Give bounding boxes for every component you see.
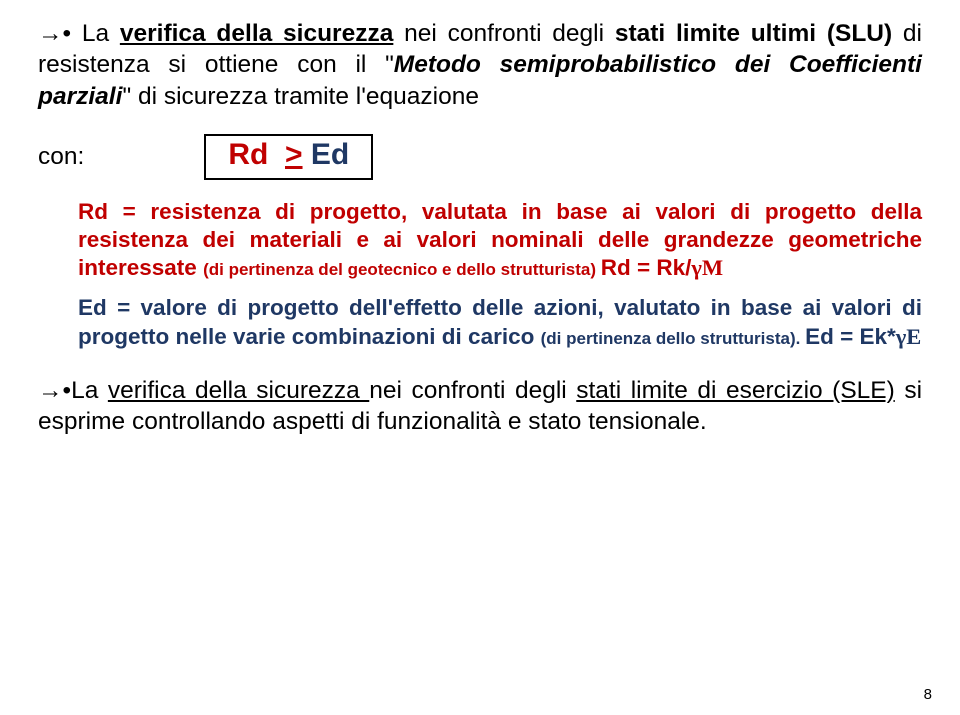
rd-tail: Rd = Rk/ (601, 255, 692, 280)
para2-t1: La (71, 377, 108, 404)
document-page: →• La verifica della sicurezza nei confr… (0, 0, 960, 715)
ed-definition: Ed = valore di progetto dell'effetto del… (78, 294, 922, 350)
rd-small: (di pertinenza del geotecnico e dello st… (203, 260, 601, 279)
para2-underline-1: verifica della sicurezza (108, 377, 369, 404)
ed-gamma: γE (896, 324, 922, 349)
arrow-bullet-icon: →• (38, 377, 71, 404)
para2-t3: nei confronti degli (369, 377, 576, 404)
rd-lead: Rd (78, 199, 108, 224)
rd-gamma: γM (691, 255, 723, 280)
arrow-bullet-icon: →• La (38, 20, 120, 47)
paragraph-2: →•La verifica della sicurezza nei confro… (38, 375, 922, 438)
formula-ed: Ed (311, 138, 349, 171)
formula-ge: > (277, 138, 311, 171)
para2-underline-2: stati limite di esercizio (SLE) (576, 377, 895, 404)
formula-row: con: Rd > Ed (38, 134, 922, 180)
ed-lead: Ed (78, 295, 107, 320)
para1-t6: " di sicurezza tramite l'equazione (122, 83, 479, 110)
page-number: 8 (924, 686, 932, 703)
para1-underline-bold: verifica della sicurezza (120, 20, 393, 47)
ed-tail: Ed = Ek* (805, 324, 896, 349)
con-label: con: (38, 143, 84, 171)
formula-rd: Rd (228, 138, 268, 171)
formula-box: Rd > Ed (204, 134, 373, 180)
rd-definition: Rd = resistenza di progetto, valutata in… (78, 198, 922, 282)
paragraph-1: →• La verifica della sicurezza nei confr… (38, 18, 922, 112)
ed-small: (di pertinenza dello strutturista). (541, 329, 805, 348)
para1-t2: nei confronti degli (393, 20, 614, 47)
para1-bold: stati limite ultimi (SLU) (615, 20, 892, 47)
